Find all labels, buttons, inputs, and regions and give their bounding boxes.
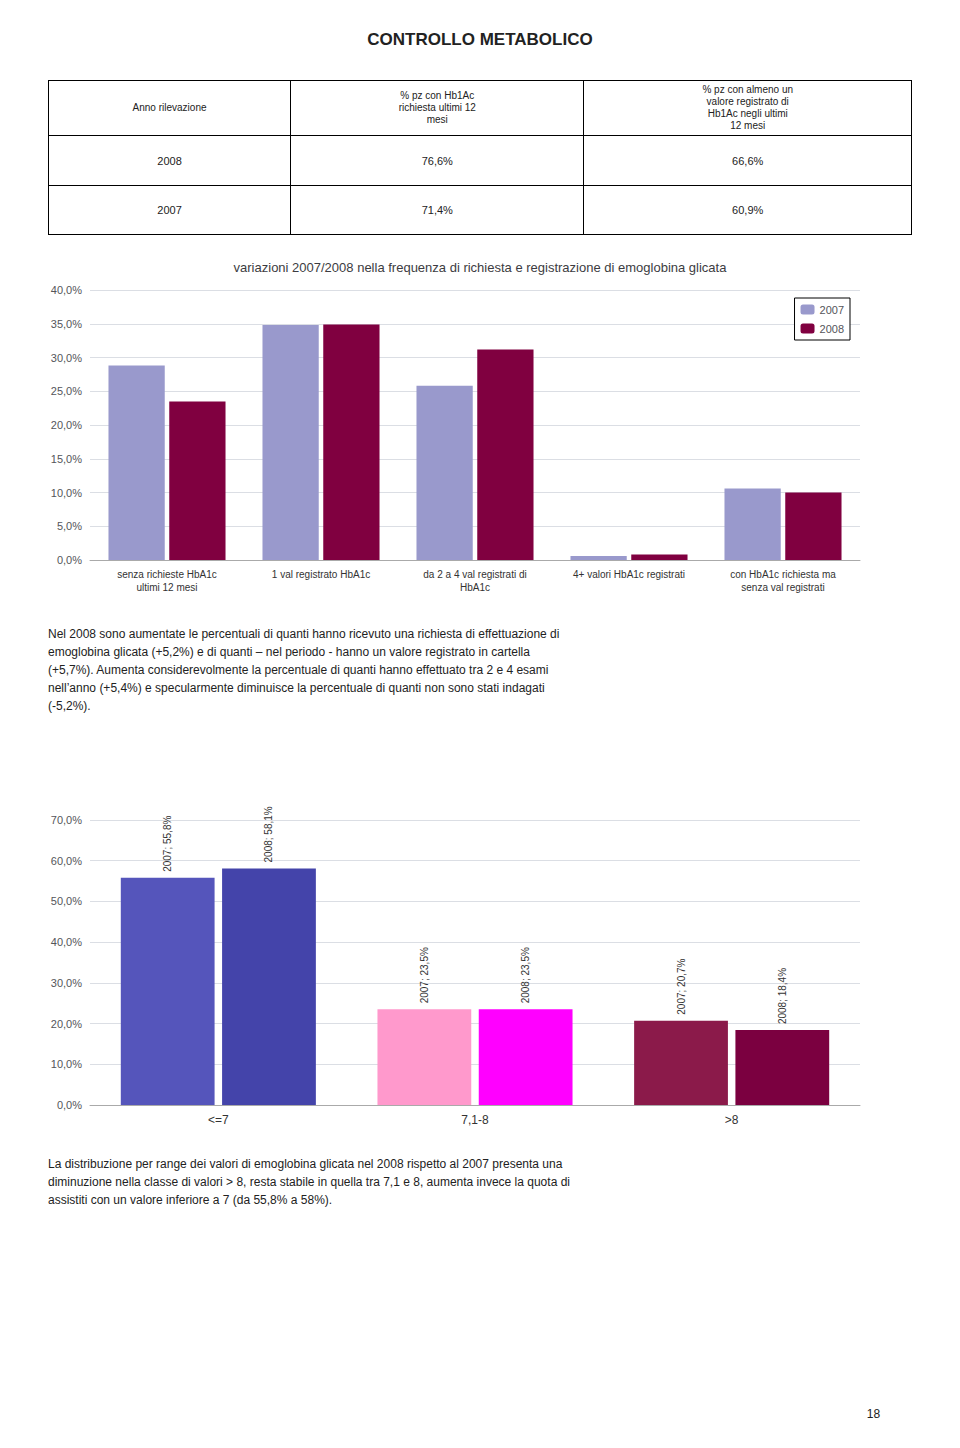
svg-text:10,0%: 10,0%	[51, 1058, 82, 1070]
svg-text:25,0%: 25,0%	[51, 385, 82, 397]
html-text:CONTROLLO METABOLICO: CONTROLLO METABOLICO	[367, 30, 593, 49]
html-text:2007: 2007	[157, 203, 182, 216]
html-text:Nel 2008 sono aumentate le per: Nel 2008 sono aumentate le percentuali d…	[48, 627, 560, 713]
svg-text:2007; 20,7%: 2007; 20,7%	[676, 958, 687, 1014]
svg-text:10,0%: 10,0%	[51, 487, 82, 499]
html-text:2008: 2008	[157, 154, 182, 167]
svg-text:>8: >8	[725, 1113, 739, 1127]
svg-text:50,0%: 50,0%	[51, 895, 82, 907]
svg-text:20,0%: 20,0%	[51, 1018, 82, 1030]
html-text:66,6%: 66,6%	[732, 154, 764, 167]
svg-text:40,0%: 40,0%	[51, 936, 82, 948]
html-text:18: 18	[866, 1407, 881, 1421]
svg-text:2007: 2007	[820, 304, 844, 316]
svg-text:variazioni 2007/2008 nella fre: variazioni 2007/2008 nella frequenza di …	[234, 260, 728, 275]
svg-text:30,0%: 30,0%	[51, 352, 82, 364]
svg-text:0,0%: 0,0%	[57, 554, 82, 566]
svg-text:2007; 23,5%: 2007; 23,5%	[419, 947, 430, 1003]
svg-text:20,0%: 20,0%	[51, 419, 82, 431]
svg-text:HbA1c: HbA1c	[460, 582, 490, 593]
svg-text:senza val registrati: senza val registrati	[741, 582, 824, 593]
html-text:La distribuzione per range dei: La distribuzione per range dei valori di…	[48, 1157, 570, 1207]
svg-text:5,0%: 5,0%	[57, 520, 82, 532]
svg-text:15,0%: 15,0%	[51, 453, 82, 465]
svg-text:4+ valori HbA1c registrati: 4+ valori HbA1c registrati	[573, 569, 685, 580]
svg-text:7,1-8: 7,1-8	[461, 1113, 489, 1127]
html-text:% pz con almeno un valore regi: % pz con almeno un valore registrato di …	[702, 84, 793, 132]
svg-text:60,0%: 60,0%	[51, 855, 82, 867]
svg-text:da 2 a 4 val registrati di: da 2 a 4 val registrati di	[423, 569, 526, 580]
html-text:Anno rilevazione: Anno rilevazione	[132, 102, 207, 114]
svg-text:<=7: <=7	[208, 1113, 229, 1127]
svg-text:30,0%: 30,0%	[51, 977, 82, 989]
svg-text:2008; 18,4%: 2008; 18,4%	[777, 968, 788, 1024]
html-text:% pz con Hb1Ac richiesta ultim: % pz con Hb1Ac richiesta ultimi 12 mesi	[398, 90, 476, 126]
svg-text:70,0%: 70,0%	[51, 814, 82, 826]
html-text:76,6%: 76,6%	[421, 154, 453, 167]
svg-text:2008; 23,5%: 2008; 23,5%	[520, 947, 531, 1003]
svg-text:2007; 55,8%: 2007; 55,8%	[162, 816, 173, 872]
svg-text:0,0%: 0,0%	[57, 1099, 82, 1111]
svg-text:1 val registrato HbA1c: 1 val registrato HbA1c	[272, 569, 370, 580]
svg-text:2008; 58,1%: 2008; 58,1%	[263, 806, 274, 862]
svg-text:2008: 2008	[820, 323, 844, 335]
svg-text:ultimi 12 mesi: ultimi 12 mesi	[136, 582, 197, 593]
svg-text:con HbA1c richiesta ma: con HbA1c richiesta ma	[730, 569, 836, 580]
svg-text:senza richieste HbA1c: senza richieste HbA1c	[117, 569, 217, 580]
svg-text:40,0%: 40,0%	[51, 284, 82, 296]
svg-text:35,0%: 35,0%	[51, 318, 82, 330]
html-text:60,9%: 60,9%	[732, 203, 764, 216]
html-text:71,4%: 71,4%	[421, 203, 453, 216]
